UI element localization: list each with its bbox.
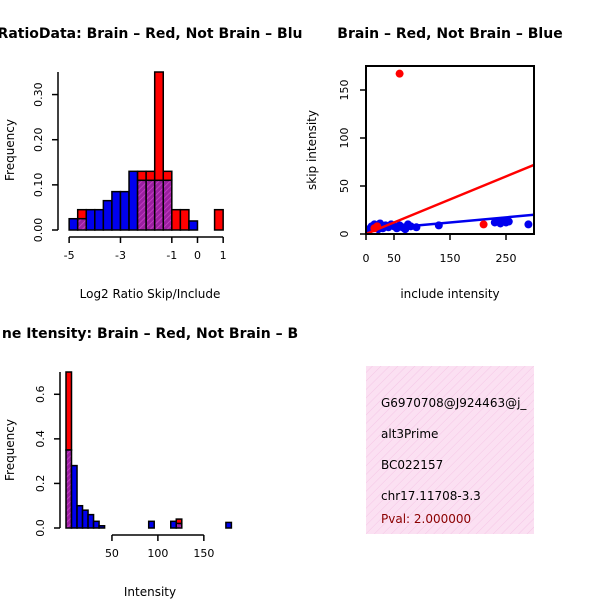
intensity-x-tick-label: 50 [105, 547, 119, 560]
scatter-x-tick-label: 50 [387, 252, 401, 265]
ratio-red-bar [179, 208, 190, 231]
intensity-overlap-bar [175, 522, 183, 529]
intensity-blue-bar [92, 520, 100, 529]
scatter-panel: Brain – Red, Not Brain – Blue include in… [305, 26, 563, 301]
ratio-overlap-bar [162, 179, 173, 231]
scatter-x-tick-label: 0 [363, 252, 370, 265]
ratio-y-tick-label: 0.20 [32, 127, 45, 152]
ratio-x-tick-label: -3 [115, 249, 126, 262]
ratio-histogram-ylabel: Frequency [3, 119, 17, 181]
ratio-red-bar [145, 170, 156, 182]
intensity-blue-bar [147, 520, 155, 529]
ratio-histogram-panel: RatioData: Brain – Red, Not Brain – Blu … [0, 26, 302, 301]
ratio-blue-bar [68, 217, 79, 231]
scatter-x-tick-label: 250 [496, 252, 517, 265]
scatter-point-blue [524, 220, 533, 229]
ratio-x-tick-label: 1 [220, 249, 227, 262]
intensity-blue-bar [87, 513, 95, 529]
ratio-overlap-bar [76, 217, 87, 231]
intensity-blue-bar [225, 521, 233, 529]
ratio-red-bar [162, 170, 173, 182]
ratio-blue-bar [102, 199, 113, 231]
gene-info-background [366, 366, 534, 534]
scatter-point-red [479, 220, 488, 229]
ratio-x-tick-label: -1 [166, 249, 177, 262]
accession: BC022157 [381, 458, 443, 472]
scatter-title: Brain – Red, Not Brain – Blue [337, 26, 562, 42]
ratio-x-tick-label: -5 [64, 249, 75, 262]
ratio-blue-bar [94, 208, 105, 231]
intensity-y-tick-label: 0.4 [34, 430, 47, 448]
intensity-x-tick-label: 100 [147, 547, 168, 560]
intensity-histogram-title: ne Itensity: Brain – Red, Not Brain – B [2, 326, 298, 342]
ratio-histogram-xlabel: Log2 Ratio Skip/Include [80, 287, 221, 301]
scatter-point-blue [504, 217, 513, 226]
ratio-blue-bar [111, 190, 122, 231]
ratio-red-bar [171, 208, 182, 231]
scatter-fit-line-blue [366, 213, 534, 232]
ratio-blue-bar [128, 170, 139, 231]
intensity-x-tick-label: 150 [193, 547, 214, 560]
intensity-y-tick-label: 0.0 [34, 519, 47, 537]
ratio-red-bar [153, 71, 165, 182]
ratio-y-tick-label: 0.00 [32, 218, 45, 243]
ratio-x-tick-label: 0 [194, 249, 201, 262]
ratio-overlap-bar [153, 179, 165, 231]
intensity-blue-bar [81, 509, 89, 529]
scatter-y-tick-label: 50 [338, 179, 351, 193]
scatter-point-red [395, 69, 404, 78]
ratio-blue-bar [188, 220, 199, 231]
intensity-y-tick-label: 0.2 [34, 475, 47, 493]
intensity-histogram-panel: ne Itensity: Brain – Red, Not Brain – B … [2, 326, 298, 599]
ratio-y-tick-label: 0.10 [32, 173, 45, 198]
ratio-red-bar [136, 170, 147, 182]
scatter-ylabel: skip intensity [305, 110, 319, 190]
p-value: Pval: 2.000000 [381, 512, 471, 526]
intensity-blue-bar [76, 504, 84, 529]
scatter-x-tick-label: 150 [440, 252, 461, 265]
intensity-histogram-xlabel: Intensity [124, 585, 176, 599]
ratio-overlap-bar [145, 179, 156, 231]
genomic-location: chr17.11708-3.3 [381, 489, 481, 503]
scatter-y-tick-label: 0 [338, 231, 351, 238]
intensity-overlap-bar [65, 449, 73, 529]
gene-info-box: G6970708@J924463@j_ alt3Prime BC022157 c… [366, 366, 534, 534]
intensity-blue-bar [70, 464, 78, 529]
scatter-fit-line-red [366, 163, 534, 234]
intensity-y-tick-label: 0.6 [34, 386, 47, 404]
scatter-frame [365, 65, 535, 235]
scatter-xlabel: include intensity [400, 287, 499, 301]
ratio-overlap-bar [136, 179, 147, 231]
splice-type: alt3Prime [381, 427, 438, 441]
intensity-blue-bar [98, 525, 106, 529]
scatter-y-tick-label: 100 [338, 128, 351, 149]
ratio-blue-bar [119, 190, 130, 231]
intensity-blue-bar [170, 520, 178, 529]
gene-id: G6970708@J924463@j_ [381, 396, 527, 410]
ratio-histogram-title: RatioData: Brain – Red, Not Brain – Blu [0, 26, 302, 42]
intensity-histogram-ylabel: Frequency [3, 419, 17, 481]
scatter-y-tick-label: 150 [338, 80, 351, 101]
ratio-y-tick-label: 0.30 [32, 82, 45, 107]
ratio-blue-bar [85, 208, 96, 231]
ratio-red-bar [76, 208, 87, 220]
scatter-plot-area [366, 69, 534, 234]
intensity-red-bar [65, 371, 73, 451]
ratio-red-bar [213, 208, 224, 231]
